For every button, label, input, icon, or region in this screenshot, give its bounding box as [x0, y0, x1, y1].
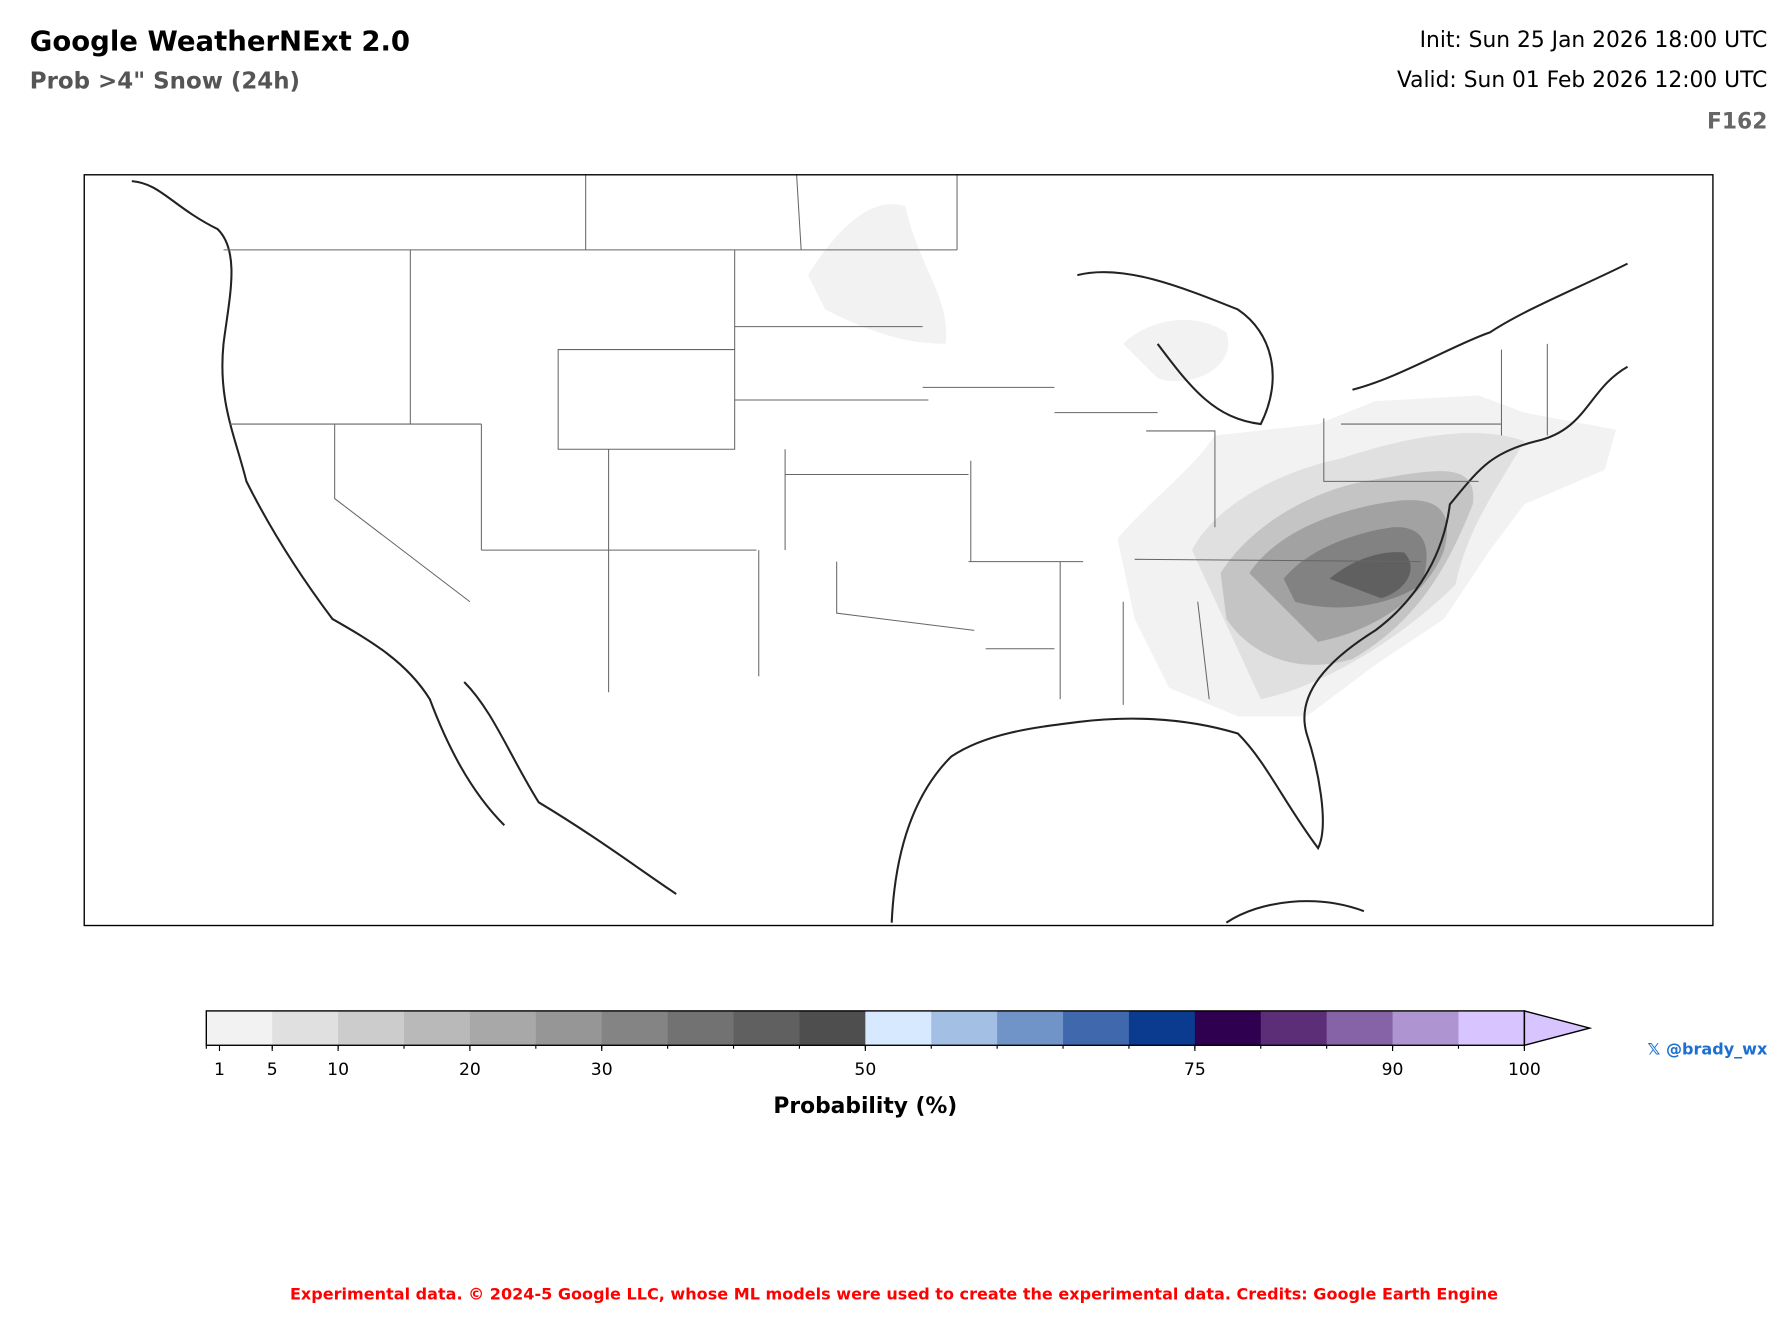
valid-time: Valid: Sun 01 Feb 2026 12:00 UTC: [1396, 67, 1768, 93]
colorbar-tick-label: 1: [214, 1060, 225, 1080]
figure-subtitle: Prob >4" Snow (24h): [29, 66, 301, 94]
great-lakes: [1077, 262, 1628, 426]
snow-probability-contours: [808, 204, 1617, 717]
colorbar-label: Probability (%): [773, 1093, 958, 1119]
colorbar-tick-label: 10: [327, 1060, 349, 1080]
contour-1pct-north: [1123, 319, 1229, 382]
colorbar-segment: [1260, 1010, 1328, 1046]
colorbar-segment: [535, 1010, 603, 1046]
colorbar-segment: [997, 1010, 1064, 1046]
colorbar-segment: [865, 1010, 932, 1046]
cuba: [1225, 900, 1365, 924]
colorbar-segment: [1458, 1010, 1525, 1046]
coastlines: [131, 180, 1629, 924]
mexico-pacific-coast: [463, 681, 677, 895]
colorbar-segment: [404, 1010, 471, 1046]
author-handle[interactable]: 𝕏 @brady_wx: [1647, 1040, 1768, 1060]
contour-45pct: [1329, 552, 1411, 599]
map-frame: [83, 174, 1714, 927]
colorbar-segment: [469, 1010, 537, 1046]
west-coast: [131, 180, 506, 826]
colorbar-tick-label: 75: [1184, 1060, 1206, 1080]
footer-credit: Experimental data. © 2024-5 Google LLC, …: [289, 1285, 1499, 1305]
colorbar-segment: [1128, 1010, 1196, 1046]
colorbar-segment: [338, 1010, 405, 1046]
colorbar-segment: [733, 1010, 801, 1046]
colorbar-segment: [931, 1010, 998, 1046]
state-borders: [223, 174, 1548, 705]
colorbar-segment: [272, 1010, 339, 1046]
contour-1pct-dakotas: [808, 204, 947, 344]
colorbar-tick-label: 50: [854, 1060, 876, 1080]
gulf-coast: [890, 365, 1629, 923]
colorbar-tick-label: 90: [1382, 1060, 1404, 1080]
init-time: Init: Sun 25 Jan 2026 18:00 UTC: [1419, 27, 1768, 53]
colorbar-segment: [601, 1010, 669, 1046]
colorbar-segment: [1326, 1010, 1394, 1046]
colorbar-segment: [206, 1010, 273, 1046]
colorbar-tick-label: 30: [591, 1060, 613, 1080]
colorbar-segment: [1063, 1010, 1130, 1046]
colorbar-tick-label: 100: [1508, 1060, 1541, 1080]
figure-title: Google WeatherNExt 2.0: [29, 25, 411, 58]
colorbar-tick-label: 20: [459, 1060, 481, 1080]
colorbar-segment: [799, 1010, 866, 1046]
colorbar-extend-arrow: [1523, 1010, 1593, 1047]
colorbar-segment: [667, 1010, 735, 1046]
colorbar-tick-label: 5: [267, 1060, 278, 1080]
forecast-hour: F162: [1707, 108, 1768, 135]
colorbar-segment: [1392, 1010, 1460, 1046]
colorbar-segment: [1194, 1010, 1262, 1046]
